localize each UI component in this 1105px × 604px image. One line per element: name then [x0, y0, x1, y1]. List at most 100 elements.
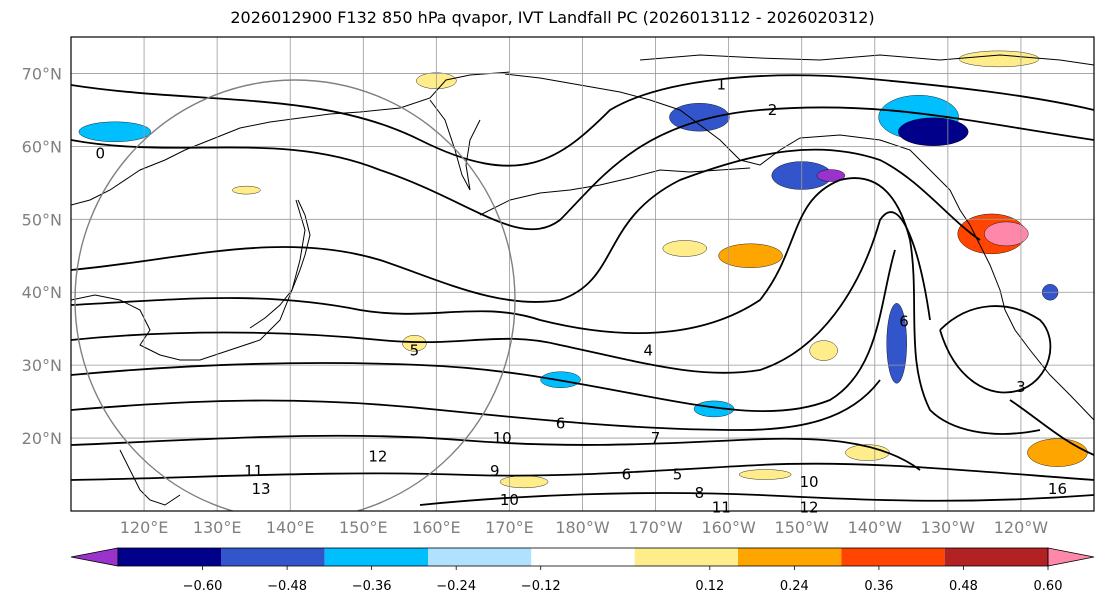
contour-label: 7 — [651, 429, 661, 447]
contour-label: 5 — [673, 466, 683, 484]
colorbar-extend-high — [1047, 547, 1095, 567]
colorbar-segment — [324, 548, 428, 566]
contour-line — [419, 492, 1094, 506]
contour-label: 16 — [1048, 480, 1067, 498]
longitude-tick-label: 170°E — [485, 518, 534, 537]
contour-label: 12 — [368, 447, 387, 465]
anomaly-blob — [402, 335, 427, 352]
contour-label: 13 — [251, 480, 270, 498]
contour-label: 9 — [490, 462, 500, 480]
landfall-region-circle — [74, 79, 516, 511]
colorbar-tick-label: −0.48 — [267, 579, 307, 594]
contour-label: 1 — [717, 75, 727, 93]
colorbar-segment — [531, 548, 635, 566]
contour-line — [71, 106, 1094, 231]
colorbar-segment — [944, 548, 1048, 566]
longitude-tick-label: 130°E — [193, 518, 242, 537]
anomaly-blob — [1027, 438, 1088, 467]
contour-line — [71, 148, 981, 303]
contour-line — [71, 249, 896, 413]
colorbar-frame — [117, 547, 1049, 567]
colorbar-tick-label: −0.36 — [352, 579, 392, 594]
contour-label: 8 — [695, 484, 705, 502]
coastline-asia — [71, 71, 511, 206]
map-frame — [70, 36, 1095, 512]
longitude-tick-label: 150°E — [339, 518, 388, 537]
contour-label: 6 — [556, 414, 566, 432]
longitude-tick-label: 150°W — [775, 518, 830, 537]
contour-line — [71, 74, 1094, 167]
colorbar-extend-low — [70, 547, 119, 567]
anomaly-blob — [898, 117, 969, 147]
contour-line — [71, 211, 931, 374]
colorbar-tick-label: 0.48 — [949, 579, 978, 594]
coastline-kamchatka — [429, 99, 481, 191]
contour-line — [71, 434, 921, 471]
contour-line — [71, 462, 1094, 481]
coastline-east-asia — [71, 199, 306, 361]
colorbar-segment — [428, 548, 532, 566]
latitude-labels: 20°N 30°N 40°N 50°N 60°N 70°N — [22, 64, 62, 448]
contour-label: 3 — [1016, 378, 1026, 396]
contour-label: 6 — [622, 466, 632, 484]
colorbar-tick-label: −0.24 — [436, 579, 476, 594]
colorbar-tick-label: −0.12 — [521, 579, 561, 594]
latitude-tick-label: 30°N — [22, 356, 62, 375]
anomaly-blob — [958, 50, 1040, 68]
graticule — [71, 37, 1094, 511]
contour-line — [71, 177, 1041, 435]
contour-label: 4 — [643, 342, 653, 360]
colorbar-segment — [221, 548, 325, 566]
coastline-north-america — [969, 224, 1094, 421]
contour-label: 6 — [899, 312, 909, 330]
latitude-tick-label: 60°N — [22, 137, 62, 156]
anomaly-blob — [78, 121, 152, 143]
coastlines — [71, 54, 1094, 506]
longitude-tick-label: 120°W — [994, 518, 1049, 537]
anomaly-blob — [662, 240, 707, 257]
colorbar-segment — [634, 548, 738, 566]
contour-label: 12 — [799, 498, 818, 516]
contour-label: 11 — [712, 498, 731, 516]
contour-label: 10 — [799, 473, 818, 491]
anomaly-blob — [669, 103, 730, 132]
colorbar-tick-label: 0.36 — [864, 579, 893, 594]
latitude-tick-label: 20°N — [22, 429, 62, 448]
longitude-tick-label: 160°W — [701, 518, 756, 537]
ivt-contours — [71, 74, 1094, 506]
contour-line — [939, 305, 1052, 394]
contour-label: 11 — [244, 462, 263, 480]
longitude-tick-label: 130°W — [921, 518, 976, 537]
anomaly-blob — [499, 475, 549, 489]
longitude-tick-label: 140°E — [266, 518, 315, 537]
contour-line — [1009, 399, 1094, 456]
coastline-philippines — [119, 449, 181, 506]
anomaly-blob — [809, 340, 838, 361]
latitude-tick-label: 70°N — [22, 64, 62, 83]
anomaly-blob — [232, 185, 261, 195]
longitude-tick-label: 160°E — [412, 518, 461, 537]
longitude-tick-label: 170°W — [628, 518, 683, 537]
colorbar-segment — [841, 548, 945, 566]
colorbar-tick-label: 0.24 — [780, 579, 809, 594]
coastline-japan — [249, 199, 311, 329]
colorbar-segment — [738, 548, 842, 566]
colorbar-tick-label: 0.60 — [1034, 579, 1063, 594]
coastline-arctic — [639, 54, 1094, 66]
colorbar-tick-label: −0.60 — [183, 579, 223, 594]
longitude-labels: 120°E 130°E 140°E 150°E 160°E 170°E 180°W 170°W… — [120, 518, 1049, 537]
contour-label: 2 — [768, 101, 778, 119]
contour-label: 10 — [493, 429, 512, 447]
coastline-alaska — [504, 73, 971, 226]
anomaly-blob — [738, 469, 792, 480]
colorbar-tick-label: 0.12 — [695, 579, 724, 594]
contour-label: 10 — [500, 491, 519, 509]
anomaly-blob — [886, 303, 907, 384]
map-title: 2026012900 F132 850 hPa qvapor, IVT Land… — [230, 8, 875, 27]
latitude-tick-label: 40°N — [22, 283, 62, 302]
longitude-tick-label: 140°W — [848, 518, 903, 537]
longitude-tick-label: 180°W — [555, 518, 610, 537]
anomaly-blob — [718, 243, 783, 268]
